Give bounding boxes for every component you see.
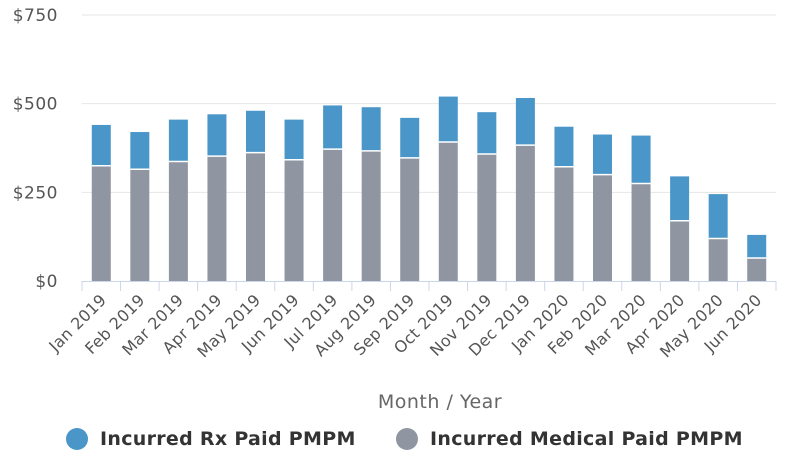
bar-medical[interactable] (91, 165, 111, 281)
bar-rx[interactable] (284, 119, 304, 160)
legend-item-medical[interactable]: Incurred Medical Paid PMPM (396, 428, 743, 450)
legend: Incurred Rx Paid PMPM Incurred Medical P… (0, 428, 786, 462)
x-axis (81, 281, 777, 291)
bar-medical[interactable] (593, 174, 612, 281)
bar-rx[interactable] (130, 132, 150, 170)
bar-rx[interactable] (477, 112, 497, 155)
bar-medical[interactable] (130, 169, 150, 281)
bar-medical[interactable] (631, 183, 651, 281)
bar-rx[interactable] (670, 176, 690, 221)
bar-rx[interactable] (207, 114, 227, 157)
bar-medical[interactable] (361, 150, 381, 281)
bar-rx[interactable] (323, 105, 343, 150)
y-axis-ticks: $0 $250 $500 $750 (13, 6, 58, 292)
bar-medical[interactable] (515, 145, 535, 281)
bar-rx[interactable] (515, 97, 535, 146)
bar-medical[interactable] (708, 238, 728, 281)
bar-medical[interactable] (323, 149, 343, 281)
bar-medical[interactable] (246, 152, 265, 281)
y-tick-label: $750 (13, 6, 58, 26)
bar-rx[interactable] (168, 119, 188, 162)
bar-medical[interactable] (438, 141, 458, 281)
bar-rx[interactable] (246, 110, 265, 153)
bar-rx[interactable] (631, 135, 651, 184)
bar-medical[interactable] (284, 159, 304, 281)
gridlines (82, 14, 776, 193)
bar-rx[interactable] (400, 117, 420, 158)
bar-rx[interactable] (438, 96, 458, 142)
y-tick-label: $0 (35, 272, 58, 292)
bar-rx[interactable] (593, 134, 612, 175)
legend-label-rx: Incurred Rx Paid PMPM (100, 428, 356, 450)
bar-medical[interactable] (207, 156, 227, 281)
bar-medical[interactable] (670, 220, 690, 281)
legend-swatch-medical (396, 428, 418, 450)
bar-rx[interactable] (554, 126, 574, 167)
x-axis-label: Month / Year (378, 391, 502, 413)
bar-medical[interactable] (168, 161, 188, 281)
bar-medical[interactable] (400, 157, 420, 281)
y-tick-label: $250 (13, 183, 58, 203)
bar-medical[interactable] (747, 257, 767, 281)
legend-item-rx[interactable]: Incurred Rx Paid PMPM (66, 428, 356, 450)
bar-medical[interactable] (554, 166, 574, 281)
legend-swatch-rx (66, 428, 88, 450)
y-tick-label: $500 (13, 95, 58, 115)
bar-rx[interactable] (708, 194, 728, 239)
bar-rx[interactable] (361, 107, 381, 151)
bar-rx[interactable] (91, 124, 111, 166)
bar-rx[interactable] (747, 234, 767, 258)
bar-medical[interactable] (477, 154, 497, 281)
legend-label-medical: Incurred Medical Paid PMPM (430, 428, 743, 450)
bars (91, 96, 767, 281)
